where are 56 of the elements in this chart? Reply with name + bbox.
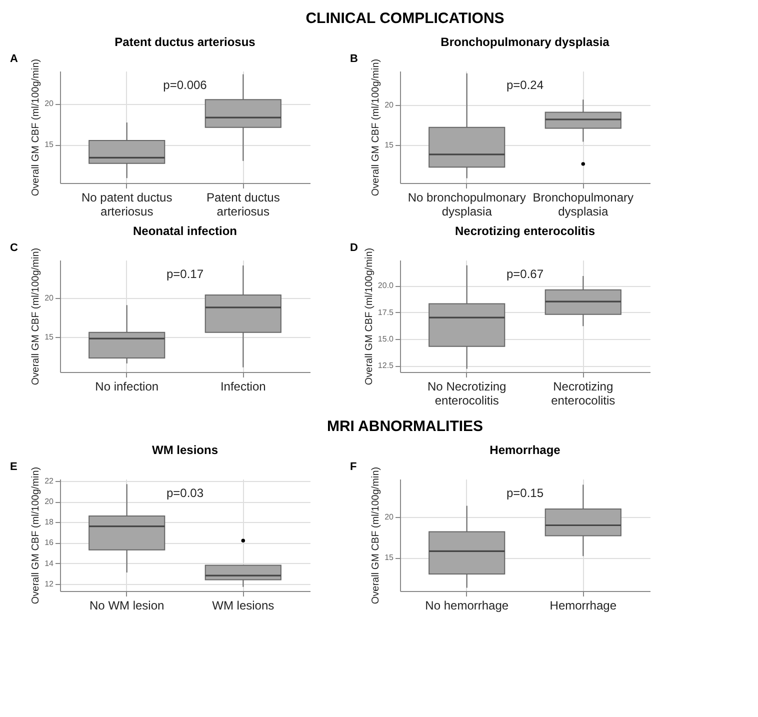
x-tick-label: Necrotizing enterocolitis: [551, 380, 616, 408]
y-tick-label: 15: [44, 140, 54, 150]
annotation: p=0.67: [506, 267, 544, 281]
x-tick-label: Patent ductus arteriosus: [206, 190, 280, 218]
chart-title: Patent ductus arteriosus: [114, 35, 256, 49]
text: CLINICAL COMPLICATIONS: [306, 10, 504, 27]
text: MRI ABNORMALITIES: [326, 418, 484, 435]
x-tick-label: No hemorrhage: [425, 598, 509, 612]
annotation: p=0.17: [166, 267, 204, 281]
annotation: p=0.006: [163, 78, 208, 92]
y-tick-label: 15: [44, 332, 54, 342]
annotation: p=0.15: [506, 486, 544, 500]
x-tick-label: Bronchopulmonary dysplasia: [532, 190, 634, 218]
y-tick-label: 17.5: [378, 308, 394, 317]
annotation: p=0.03: [166, 486, 204, 500]
chart-title: WM lesions: [152, 443, 218, 457]
y-tick-label: 20.0: [378, 281, 394, 290]
y-tick-label: 14: [44, 558, 54, 568]
y-tick-label: 20: [44, 294, 54, 303]
y-tick-label: 12.5: [378, 361, 394, 370]
y-tick-label: 20: [384, 512, 394, 522]
y-axis-title: Overall GM CBF (ml/100g/min): [370, 58, 382, 196]
y-tick-label: 22: [44, 476, 54, 486]
text: E: [10, 461, 18, 473]
y-axis-title: Overall GM CBF (ml/100g/min): [30, 466, 42, 604]
y-axis-title: Overall GM CBF (ml/100g/min): [370, 466, 382, 604]
y-tick-label: 20: [44, 99, 54, 108]
y-tick-label: 15: [384, 140, 394, 150]
text: C: [10, 242, 18, 254]
y-axis-title: Overall GM CBF (ml/100g/min): [30, 248, 42, 386]
x-tick-label: No Necrotizing enterocolitis: [428, 380, 506, 408]
text: A: [10, 53, 18, 65]
annotation: p=0.24: [506, 78, 544, 92]
y-axis-title: Overall GM CBF (ml/100g/min): [30, 58, 42, 196]
chart-title: Neonatal infection: [132, 224, 238, 238]
x-tick-label: No WM lesion: [90, 598, 164, 612]
text: F: [350, 461, 357, 473]
y-tick-label: 15: [384, 553, 394, 562]
chart-title: Necrotizing enterocolitis: [454, 224, 596, 238]
x-tick-label: No infection: [95, 380, 159, 394]
x-tick-label: No patent ductus arteriosus: [81, 190, 172, 218]
x-tick-label: No bronchopulmonary dysplasia: [408, 190, 526, 218]
chart-title: Bronchopulmonary dysplasia: [440, 35, 610, 49]
text: B: [350, 53, 358, 65]
text: D: [350, 242, 358, 254]
x-tick-label: Infection: [220, 380, 266, 394]
x-tick-label: Hemorrhage: [550, 598, 617, 612]
y-tick-label: 12: [44, 579, 54, 588]
chart-title: Hemorrhage: [490, 443, 561, 457]
y-tick-label: 20: [44, 497, 54, 506]
y-tick-label: 18: [44, 518, 54, 527]
y-tick-label: 15.0: [378, 334, 394, 344]
y-axis-title: Overall GM CBF (ml/100g/min): [364, 248, 375, 386]
x-tick-label: WM lesions: [212, 598, 274, 612]
y-tick-label: 16: [44, 538, 54, 548]
y-tick-label: 20: [384, 100, 394, 110]
